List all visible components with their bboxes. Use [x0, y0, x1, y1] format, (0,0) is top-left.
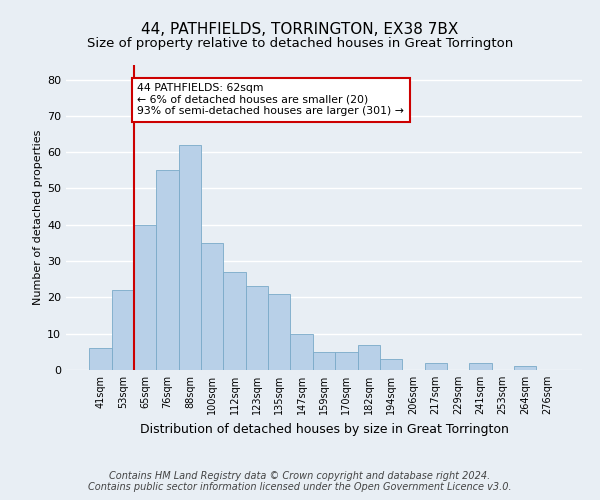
- Bar: [134, 225, 157, 370]
- Bar: [112, 290, 134, 370]
- Bar: [358, 344, 380, 370]
- Bar: [313, 352, 335, 370]
- Bar: [335, 352, 358, 370]
- Bar: [469, 362, 491, 370]
- Bar: [179, 145, 201, 370]
- Bar: [290, 334, 313, 370]
- X-axis label: Distribution of detached houses by size in Great Torrington: Distribution of detached houses by size …: [140, 422, 508, 436]
- Bar: [157, 170, 179, 370]
- Bar: [425, 362, 447, 370]
- Bar: [223, 272, 246, 370]
- Bar: [89, 348, 112, 370]
- Text: Contains HM Land Registry data © Crown copyright and database right 2024.
Contai: Contains HM Land Registry data © Crown c…: [88, 471, 512, 492]
- Bar: [268, 294, 290, 370]
- Bar: [201, 243, 223, 370]
- Bar: [380, 359, 402, 370]
- Text: 44, PATHFIELDS, TORRINGTON, EX38 7BX: 44, PATHFIELDS, TORRINGTON, EX38 7BX: [142, 22, 458, 38]
- Text: Size of property relative to detached houses in Great Torrington: Size of property relative to detached ho…: [87, 38, 513, 51]
- Y-axis label: Number of detached properties: Number of detached properties: [33, 130, 43, 305]
- Bar: [514, 366, 536, 370]
- Text: 44 PATHFIELDS: 62sqm
← 6% of detached houses are smaller (20)
93% of semi-detach: 44 PATHFIELDS: 62sqm ← 6% of detached ho…: [137, 83, 404, 116]
- Bar: [246, 286, 268, 370]
